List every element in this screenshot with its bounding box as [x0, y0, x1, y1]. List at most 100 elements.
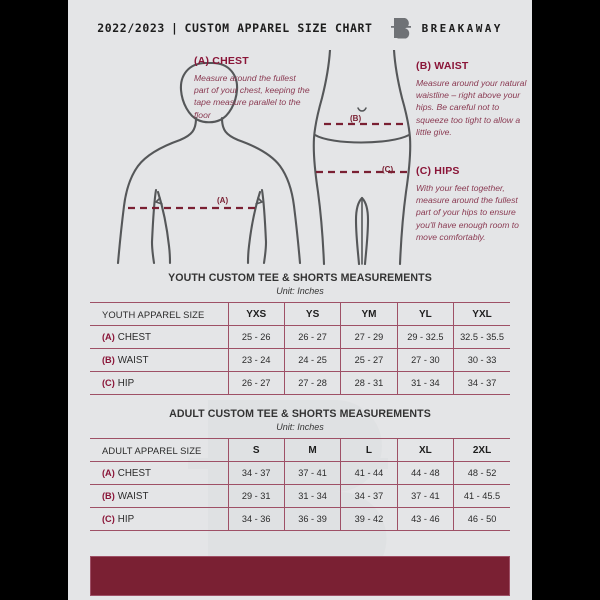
human-hips-outline-icon — [312, 50, 412, 265]
waist-dimension-label: (B) — [350, 114, 362, 123]
row-code: (A) — [102, 467, 115, 478]
table-row: (A) CHEST 34 - 37 37 - 41 41 - 44 44 - 48 48 -… — [90, 461, 510, 485]
measurement-dashed-lines — [128, 122, 408, 210]
callout-waist-title: (B) WAIST — [416, 60, 469, 72]
cell-hip-m: 36 - 39 — [284, 507, 342, 531]
cell-waist-ym: 25 - 27 — [340, 348, 398, 372]
column-header-yxs: YXS — [228, 302, 285, 326]
callout-chest: (A) CHEST Measure around the fullest par… — [194, 55, 312, 121]
maroon-footer-band — [90, 556, 510, 596]
youth-table-unit: Unit: Inches — [276, 286, 324, 296]
column-header-apparel-size: YOUTH APPAREL SIZE — [90, 302, 229, 326]
human-torso-outline-icon — [116, 61, 302, 265]
table-row: (B) WAIST 23 - 24 24 - 25 25 - 27 27 - 30 30 -… — [90, 348, 510, 372]
cell-hip-2xl: 46 - 50 — [453, 507, 510, 531]
row-code: (C) — [102, 377, 115, 388]
row-code: (B) — [102, 490, 115, 501]
column-header-2xl: 2XL — [453, 438, 510, 462]
cell-chest-yl: 29 - 32.5 — [397, 325, 455, 349]
table-header-row: ADULT APPAREL SIZE S M L XL 2XL — [90, 438, 510, 462]
cell-chest-xl: 44 - 48 — [397, 461, 455, 485]
row-label-hip: (C) HIP — [90, 371, 229, 395]
cell-chest-yxs: 25 - 26 — [228, 325, 285, 349]
column-header-yl: YL — [397, 302, 455, 326]
callout-hips-title: (C) HIPS — [416, 165, 460, 177]
breakaway-b-logo-icon — [390, 18, 411, 39]
adult-size-table-block: ADULT CUSTOM TEE & SHORTS MEASUREMENTS U… — [90, 408, 510, 531]
callout-chest-title: (A) CHEST — [194, 55, 249, 67]
adult-table-title: ADULT CUSTOM TEE & SHORTS MEASUREMENTS — [169, 408, 431, 420]
chest-dimension-label: (A) — [217, 196, 229, 205]
column-header-ys: YS — [284, 302, 342, 326]
cell-waist-xl: 37 - 41 — [397, 484, 455, 508]
row-label-hip: (C) HIP — [90, 507, 229, 531]
cell-chest-yxl: 32.5 - 35.5 — [453, 325, 510, 349]
column-header-s: S — [228, 438, 285, 462]
row-name: CHEST — [117, 331, 151, 343]
cell-chest-2xl: 48 - 52 — [453, 461, 510, 485]
row-name: CHEST — [117, 467, 151, 479]
row-name: HIP — [117, 377, 135, 389]
cell-waist-yl: 27 - 30 — [397, 348, 455, 372]
cell-waist-yxl: 30 - 33 — [453, 348, 510, 372]
cell-hip-yxs: 26 - 27 — [228, 371, 285, 395]
youth-table-title: YOUTH CUSTOM TEE & SHORTS MEASUREMENTS — [168, 272, 432, 284]
page-header: 2022/2023 | CUSTOM APPAREL SIZE CHART BREA… — [68, 0, 532, 56]
cell-hip-xl: 43 - 46 — [397, 507, 455, 531]
row-code: (B) — [102, 354, 115, 365]
hips-dimension-label: (C) — [382, 165, 394, 174]
column-header-yxl: YXL — [453, 302, 510, 326]
column-header-xl: XL — [397, 438, 455, 462]
cell-waist-m: 31 - 34 — [284, 484, 342, 508]
row-name: WAIST — [117, 490, 149, 502]
cell-hip-ys: 27 - 28 — [284, 371, 342, 395]
row-label-chest: (A) CHEST — [90, 461, 229, 485]
row-code: (C) — [102, 513, 115, 524]
youth-size-table-block: YOUTH CUSTOM TEE & SHORTS MEASUREMENTS U… — [90, 272, 510, 395]
callout-waist: (B) WAIST Measure around your natural wa… — [416, 60, 528, 138]
table-header-row: YOUTH APPAREL SIZE YXS YS YM YL YXL — [90, 302, 510, 326]
row-code: (A) — [102, 331, 115, 342]
cell-hip-s: 34 - 36 — [228, 507, 285, 531]
cell-hip-yxl: 34 - 37 — [453, 371, 510, 395]
table-row: (B) WAIST 29 - 31 31 - 34 34 - 37 37 - 41 41 -… — [90, 484, 510, 508]
cell-hip-l: 39 - 42 — [340, 507, 398, 531]
cell-waist-yxs: 23 - 24 — [228, 348, 285, 372]
header-separator: | — [170, 21, 179, 35]
callout-waist-body: Measure around your natural waistline – … — [416, 78, 527, 137]
cell-chest-ys: 26 - 27 — [284, 325, 342, 349]
size-chart-page: 2022/2023 | CUSTOM APPAREL SIZE CHART BREA… — [68, 0, 532, 600]
cell-waist-2xl: 41 - 45.5 — [453, 484, 510, 508]
brand-name-text: BREAKAWAY — [421, 21, 503, 35]
row-label-waist: (B) WAIST — [90, 484, 229, 508]
cell-chest-ym: 27 - 29 — [340, 325, 398, 349]
callout-chest-body: Measure around the fullest part of your … — [194, 73, 310, 120]
callout-hips: (C) HIPS With your feet together, measur… — [416, 165, 532, 243]
header-title-text: 2022/2023 | CUSTOM APPAREL SIZE CHART — [97, 21, 372, 35]
column-header-l: L — [340, 438, 398, 462]
table-row: (A) CHEST 25 - 26 26 - 27 27 - 29 29 - 32.5 32… — [90, 325, 510, 349]
cell-chest-l: 41 - 44 — [340, 461, 398, 485]
column-header-m: M — [284, 438, 342, 462]
brand-lockup: BREAKAWAY — [390, 16, 503, 40]
row-label-waist: (B) WAIST — [90, 348, 229, 372]
youth-size-table: YOUTH APPAREL SIZE YXS YS YM YL YXL (A) CHEST 25… — [90, 302, 510, 395]
row-name: WAIST — [117, 354, 149, 366]
cell-chest-m: 37 - 41 — [284, 461, 342, 485]
table-row: (C) HIP 34 - 36 36 - 39 39 - 42 43 - 46 46 - 5… — [90, 507, 510, 531]
cell-waist-ys: 24 - 25 — [284, 348, 342, 372]
cell-hip-ym: 28 - 31 — [340, 371, 398, 395]
measurement-diagram: (A) (B) (C) (A) CHEST Measure around the… — [68, 50, 532, 265]
cell-waist-l: 34 - 37 — [340, 484, 398, 508]
row-label-chest: (A) CHEST — [90, 325, 229, 349]
column-header-ym: YM — [340, 302, 398, 326]
table-row: (C) HIP 26 - 27 27 - 28 28 - 31 31 - 34 34 - 3… — [90, 371, 510, 395]
row-name: HIP — [117, 513, 135, 525]
cell-chest-s: 34 - 37 — [228, 461, 285, 485]
cell-hip-yl: 31 - 34 — [397, 371, 455, 395]
callout-hips-body: With your feet together, measure around … — [416, 183, 519, 242]
column-header-apparel-size: ADULT APPAREL SIZE — [90, 438, 229, 462]
cell-waist-s: 29 - 31 — [228, 484, 285, 508]
header-title: CUSTOM APPAREL SIZE CHART — [184, 21, 373, 35]
adult-table-unit: Unit: Inches — [276, 422, 324, 432]
